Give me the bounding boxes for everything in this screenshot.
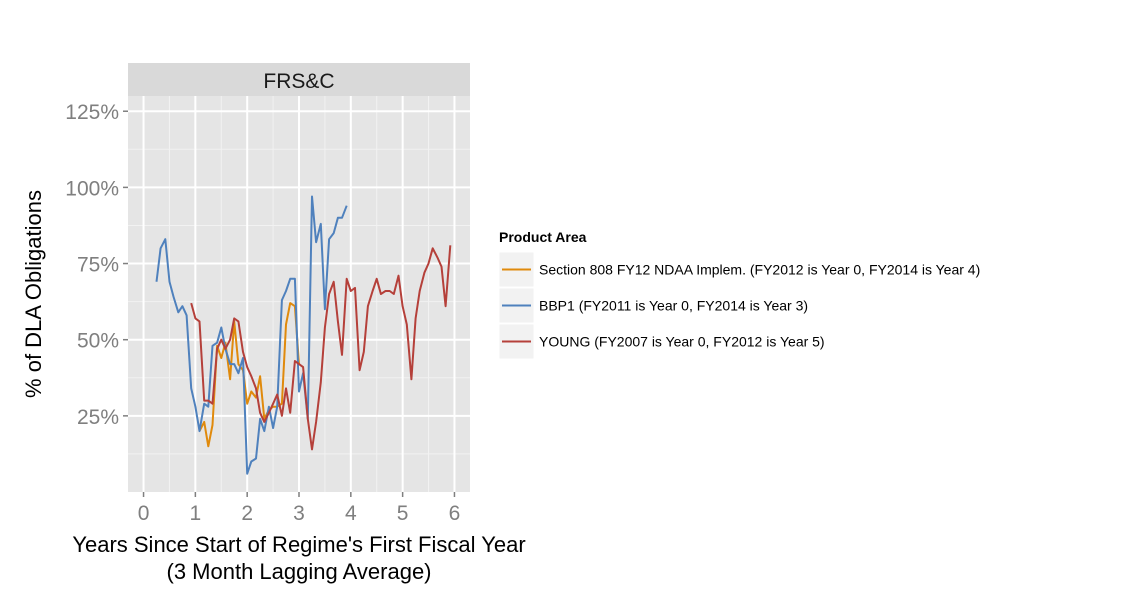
y-tick-label: 75% bbox=[77, 254, 119, 277]
x-axis: 0 1 2 3 4 5 6 bbox=[138, 492, 461, 525]
x-axis-title: Years Since Start of Regime's First Fisc… bbox=[72, 532, 525, 557]
y-tick-label: 50% bbox=[77, 330, 119, 353]
series-lines bbox=[155, 195, 452, 475]
legend-title: Product Area bbox=[499, 229, 587, 245]
x-tick-label: 3 bbox=[293, 502, 305, 525]
y-tick-label: 100% bbox=[65, 177, 119, 200]
x-tick-label: 5 bbox=[397, 502, 409, 525]
y-axis-title: % of DLA Obligations bbox=[21, 190, 46, 398]
x-tick-label: 1 bbox=[190, 502, 202, 525]
facet-strip bbox=[128, 63, 470, 96]
x-tick-label: 4 bbox=[345, 502, 357, 525]
facet-label: FRS&C bbox=[263, 70, 334, 93]
legend-item-2: YOUNG (FY2007 is Year 0, FY2012 is Year … bbox=[498, 323, 825, 360]
major-gridlines bbox=[128, 96, 470, 492]
series-line-2 bbox=[190, 245, 452, 451]
legend-item-1: BBP1 (FY2011 is Year 0, FY2014 is Year 3… bbox=[498, 287, 808, 324]
x-tick-label: 0 bbox=[138, 502, 150, 525]
legend: Product Area Section 808 FY12 NDAA Imple… bbox=[498, 229, 980, 360]
x-tick-label: 2 bbox=[241, 502, 253, 525]
series-line-1 bbox=[155, 195, 348, 475]
y-tick-label: 25% bbox=[77, 406, 119, 429]
legend-label: BBP1 (FY2011 is Year 0, FY2014 is Year 3… bbox=[539, 298, 808, 314]
legend-label: Section 808 FY12 NDAA Implem. (FY2012 is… bbox=[539, 262, 980, 278]
y-axis: 25% 50% 75% 100% 125% bbox=[65, 101, 128, 429]
y-tick-label: 125% bbox=[65, 101, 119, 124]
legend-label: YOUNG (FY2007 is Year 0, FY2012 is Year … bbox=[539, 334, 825, 350]
legend-item-0: Section 808 FY12 NDAA Implem. (FY2012 is… bbox=[498, 251, 980, 288]
x-axis-subtitle: (3 Month Lagging Average) bbox=[167, 559, 432, 584]
x-tick-label: 6 bbox=[449, 502, 461, 525]
